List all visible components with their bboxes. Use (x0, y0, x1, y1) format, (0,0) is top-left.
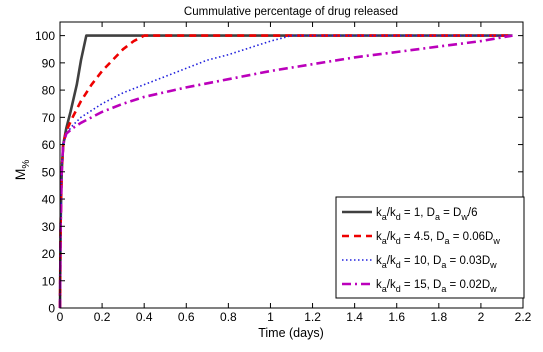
legend-label-1: ka/kd = 1, Da = Dw/6 (376, 207, 477, 222)
x-tick-label: 0.6 (178, 310, 195, 324)
svg-text:M%: M% (12, 160, 32, 181)
y-tick-label: 60 (42, 138, 56, 152)
y-tick-label: 10 (42, 274, 56, 288)
legend-label-2: ka/kd = 4.5, Da = 0.06Dw (376, 231, 500, 246)
y-tick-label: 80 (42, 84, 56, 98)
y-tick-label: 90 (42, 56, 56, 70)
x-tick-label: 0 (57, 310, 64, 324)
y-axis-label: M% (12, 160, 32, 181)
x-tick-label: 1 (267, 310, 274, 324)
y-tick-label: 0 (48, 302, 55, 316)
series-line-2 (58, 34, 513, 309)
legend-label-3: ka/kd = 10, Da = 0.03Dw (376, 255, 497, 270)
x-tick-label: 1.2 (304, 310, 321, 324)
y-tick-label: 20 (42, 247, 56, 261)
y-tick-label: 70 (42, 111, 56, 125)
series-line-4 (58, 34, 513, 309)
x-tick-label: 2.2 (515, 310, 532, 324)
legend-label-4: ka/kd = 15, Da = 0.02Dw (376, 279, 497, 294)
x-tick-label: 0.2 (94, 310, 111, 324)
y-tick-label: 30 (42, 220, 56, 234)
x-axis-label: Time (days) (258, 326, 324, 340)
chart-title: Cummulative percentage of drug released (184, 6, 398, 18)
legend (335, 196, 525, 299)
x-tick-label: 2 (478, 310, 485, 324)
x-tick-label: 1.4 (346, 310, 363, 324)
y-axis-label-subscript: % (21, 160, 32, 169)
y-tick-label: 100 (35, 29, 55, 43)
x-tick-label: 0.4 (136, 310, 153, 324)
plot-frame (59, 21, 524, 309)
x-tick-label: 1.6 (388, 310, 405, 324)
series-line-3 (59, 34, 513, 309)
x-tick-label: 0.8 (220, 310, 237, 324)
y-axis-label-main: M (12, 169, 28, 181)
y-tick-label: 50 (42, 165, 56, 179)
y-tick-label: 40 (42, 193, 56, 207)
x-tick-label: 1.8 (430, 310, 447, 324)
